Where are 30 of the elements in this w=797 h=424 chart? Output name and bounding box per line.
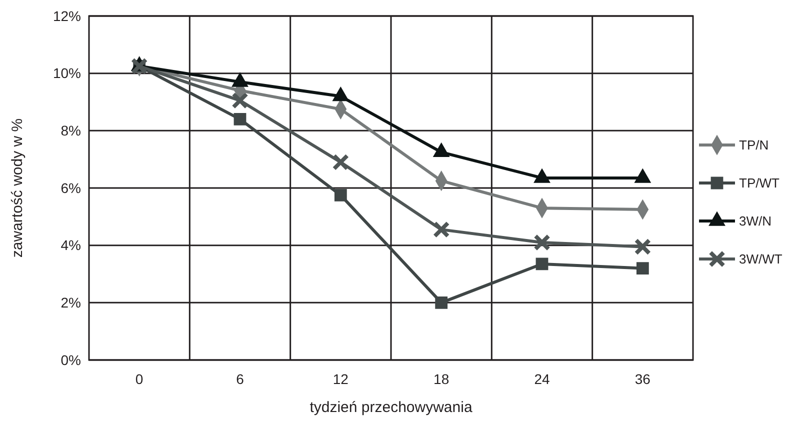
x-tick-label: 0	[135, 371, 144, 387]
point	[232, 92, 248, 110]
x-tick-label: 12	[332, 371, 349, 387]
y-tick-label: 8%	[60, 122, 81, 139]
point	[334, 188, 347, 202]
x-tick-label: 6	[236, 371, 244, 387]
point	[636, 262, 649, 274]
legend-label: 3W/N	[739, 214, 772, 229]
point	[435, 296, 448, 309]
y-tick-label: 2%	[60, 294, 81, 311]
legend-label: TP/N	[739, 138, 769, 153]
x-axis-title: tydzień przechowywania	[310, 399, 473, 416]
y-tick-label: 4%	[60, 237, 81, 254]
x-tick-label: 36	[634, 371, 651, 387]
x-tick-label: 24	[534, 371, 550, 387]
y-tick-label: 10%	[52, 65, 81, 82]
point	[332, 154, 350, 171]
point	[234, 113, 246, 126]
y-tick-label: 12%	[52, 8, 81, 24]
point	[536, 258, 548, 270]
y-tick-label: 6%	[60, 180, 81, 196]
y-tick-label: 0%	[60, 352, 81, 368]
legend-label: 3W/WT	[739, 252, 782, 267]
point	[634, 238, 652, 256]
y-axis-title: zawartość wody w %	[9, 118, 26, 258]
point	[534, 234, 550, 251]
x-tick-label: 18	[434, 371, 450, 387]
point	[432, 221, 450, 238]
point	[130, 58, 148, 75]
legend-label: TP/WT	[739, 176, 780, 191]
